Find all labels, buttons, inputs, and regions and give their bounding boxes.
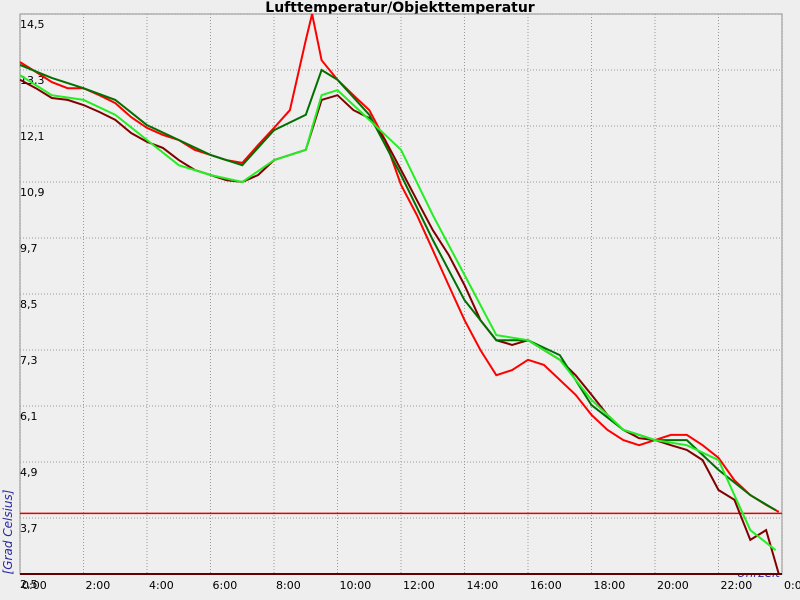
x-tick-label: 16:00 xyxy=(530,579,562,592)
chart-title: Lufttemperatur/Objekttemperatur xyxy=(265,0,535,16)
x-tick-label: 14:00 xyxy=(467,579,499,592)
y-tick-label: 7,3 xyxy=(20,354,38,367)
x-tick-label: 22:00 xyxy=(721,579,753,592)
x-tick-label: 12:00 xyxy=(403,579,435,592)
x-tick-label: 6:00 xyxy=(213,579,238,592)
x-tick-label: 0:00 xyxy=(22,579,47,592)
series-line xyxy=(19,74,777,551)
y-tick-label: 6,1 xyxy=(20,410,38,423)
x-tick-label: 18:00 xyxy=(594,579,626,592)
x-tick-label: 10:00 xyxy=(340,579,372,592)
y-tick-label: 8,5 xyxy=(20,298,38,311)
y-tick-label: 4,9 xyxy=(20,466,38,479)
y-tick-label: 14,5 xyxy=(20,18,45,31)
y-tick-label: 2,5 xyxy=(20,578,38,591)
y-tick-label: 10,9 xyxy=(20,186,45,199)
x-tick-label: 8:00 xyxy=(276,579,301,592)
series-line xyxy=(19,13,780,513)
y-axis-label: [Grad Celsius] xyxy=(1,489,15,574)
y-tick-label: 12,1 xyxy=(20,130,45,143)
y-tick-label: 3,7 xyxy=(20,522,38,535)
x-tick-label: 20:00 xyxy=(657,579,689,592)
x-tick-label: 0:00 xyxy=(784,579,800,592)
y-tick-label: 9,7 xyxy=(20,242,38,255)
x-tick-label: 4:00 xyxy=(149,579,174,592)
x-tick-label: 2:00 xyxy=(86,579,111,592)
